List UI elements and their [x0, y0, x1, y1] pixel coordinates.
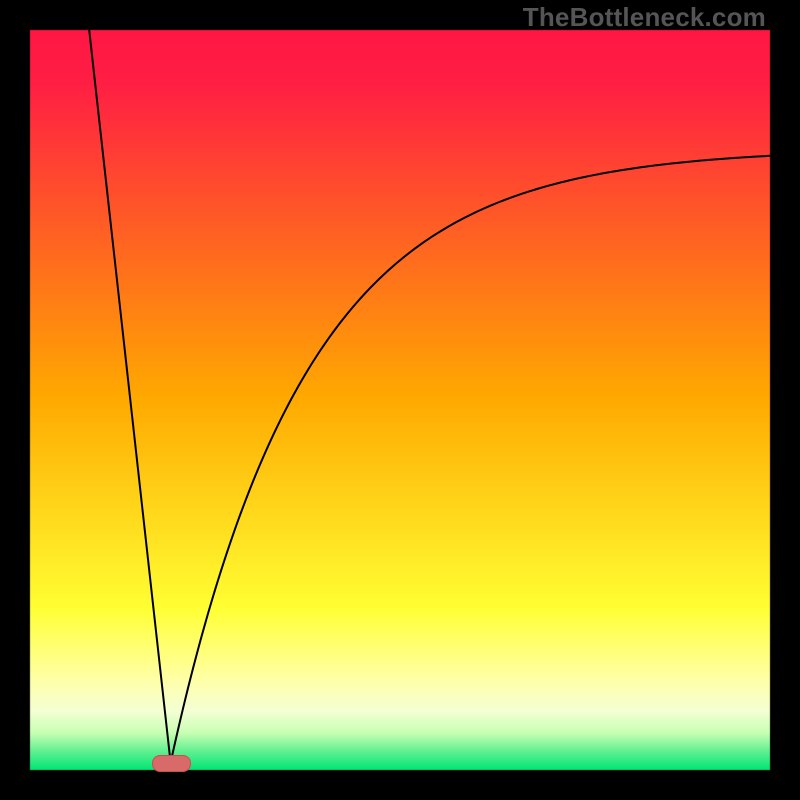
chart-canvas [0, 0, 800, 800]
watermark-label: TheBottleneck.com [523, 2, 766, 33]
minimum-marker [152, 755, 191, 772]
chart-frame: TheBottleneck.com [0, 0, 800, 800]
